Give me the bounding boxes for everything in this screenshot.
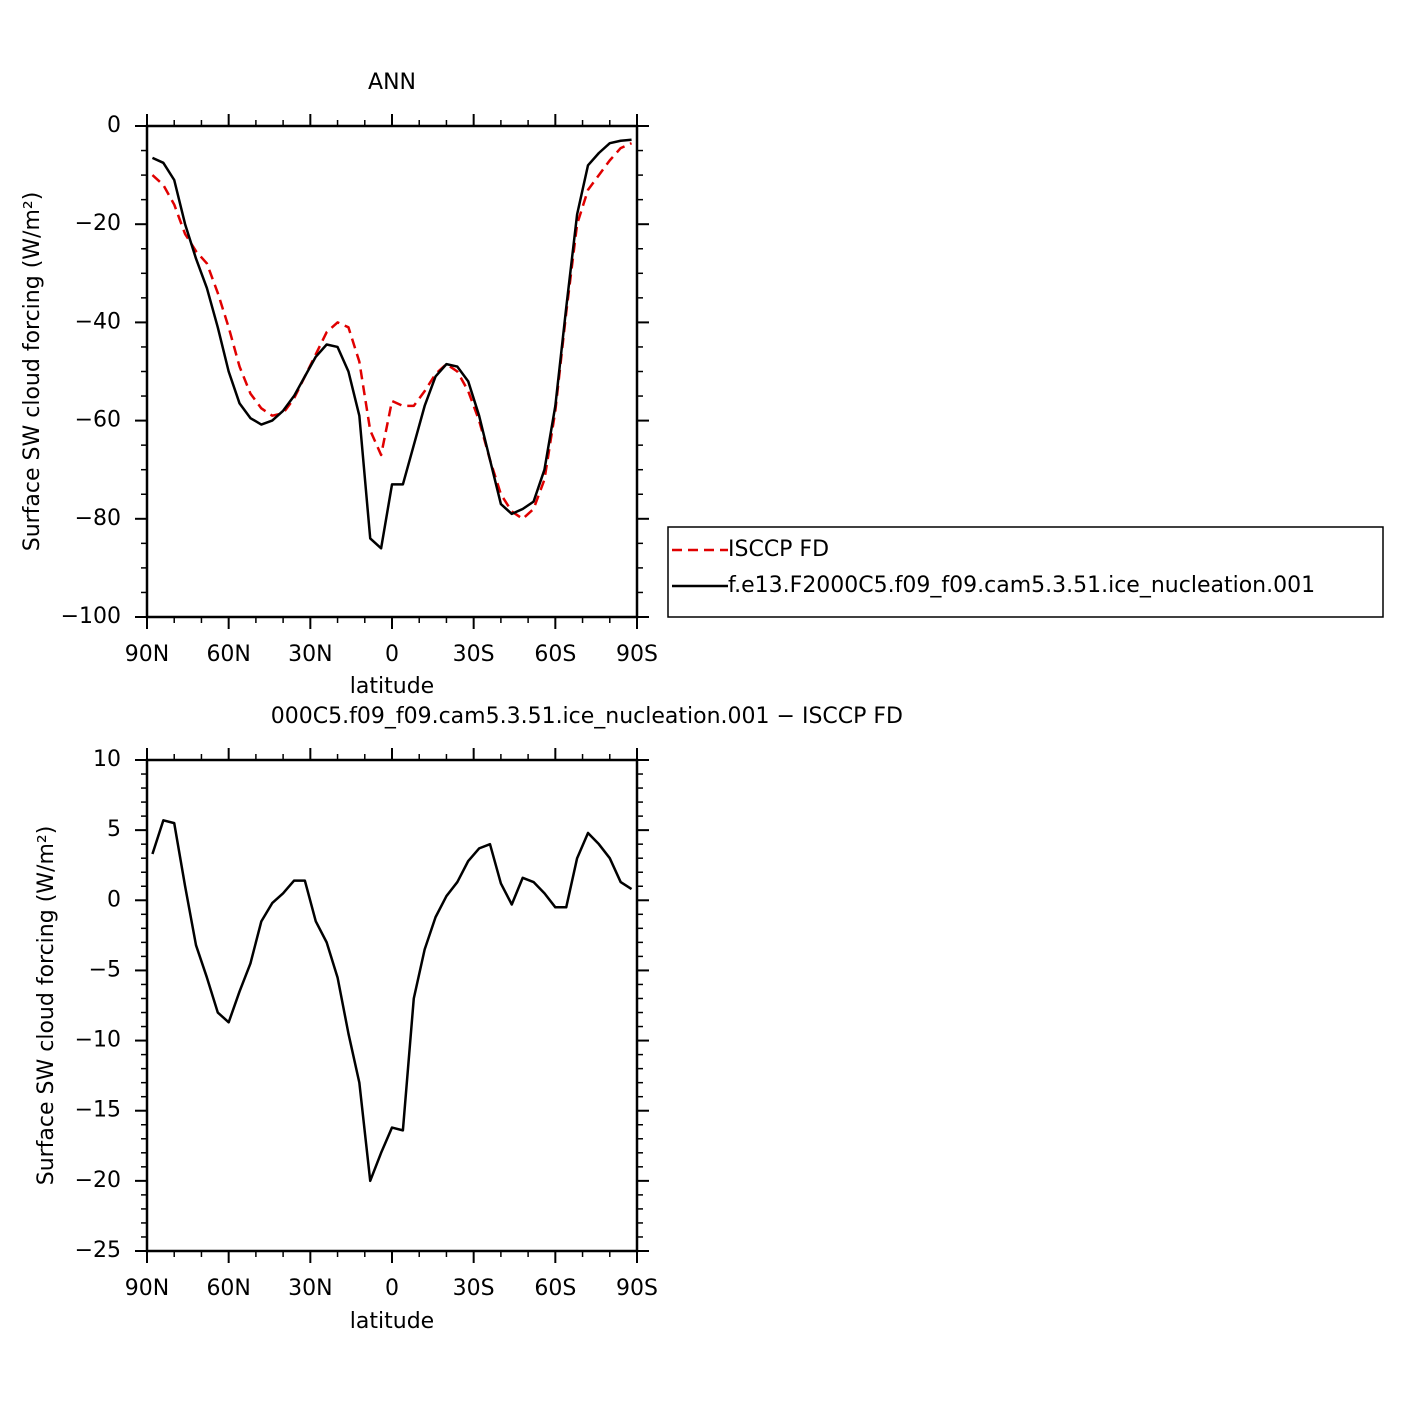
x-tick-label: 30N <box>288 642 332 667</box>
x-tick-label: 60S <box>534 1276 576 1301</box>
y-axis-label: Surface SW cloud forcing (W/m²) <box>20 192 45 552</box>
plot-frame <box>145 758 639 1253</box>
y-tick-label: 10 <box>93 747 121 772</box>
x-tick-label: 30N <box>288 1276 332 1301</box>
y-tick-label: −20 <box>75 1168 121 1193</box>
plot-frame <box>145 124 639 619</box>
x-tick-label: 60N <box>206 1276 250 1301</box>
y-tick-label: −40 <box>75 309 121 334</box>
x-tick-label: 30S <box>453 1276 495 1301</box>
x-tick-label: 60S <box>534 642 576 667</box>
x-tick-label: 90S <box>616 1276 658 1301</box>
y-tick-label: 0 <box>107 887 121 912</box>
chart-title: ANN <box>368 70 416 95</box>
x-tick-label: 90N <box>125 642 169 667</box>
data-line <box>151 142 633 521</box>
y-axis-label: Surface SW cloud forcing (W/m²) <box>34 826 59 1186</box>
legend-label: ISCCP FD <box>728 537 829 562</box>
legend-box <box>667 526 1384 618</box>
data-line <box>151 819 633 1183</box>
y-tick-label: −10 <box>75 1028 121 1053</box>
y-tick-label: −60 <box>75 408 121 433</box>
legend-label: f.e13.F2000C5.f09_f09.cam5.3.51.ice_nucl… <box>728 573 1315 598</box>
y-tick-label: −20 <box>75 211 121 236</box>
x-tick-label: 90N <box>125 1276 169 1301</box>
y-tick-label: −80 <box>75 506 121 531</box>
y-tick-label: −15 <box>75 1098 121 1123</box>
x-tick-label: 60N <box>206 642 250 667</box>
x-axis-label: latitude <box>350 674 434 699</box>
y-tick-label: 0 <box>107 113 121 138</box>
x-tick-label: 90S <box>616 642 658 667</box>
x-tick-label: 0 <box>385 1276 399 1301</box>
y-tick-label: 5 <box>107 817 121 842</box>
data-line <box>151 138 632 550</box>
y-tick-label: −25 <box>75 1238 121 1263</box>
chart-title: 000C5.f09_f09.cam5.3.51.ice_nucleation.0… <box>271 704 903 729</box>
x-tick-label: 30S <box>453 642 495 667</box>
y-tick-label: −5 <box>89 957 121 982</box>
x-tick-label: 0 <box>385 642 399 667</box>
x-axis-label: latitude <box>350 1309 434 1334</box>
y-tick-label: −100 <box>61 604 121 629</box>
